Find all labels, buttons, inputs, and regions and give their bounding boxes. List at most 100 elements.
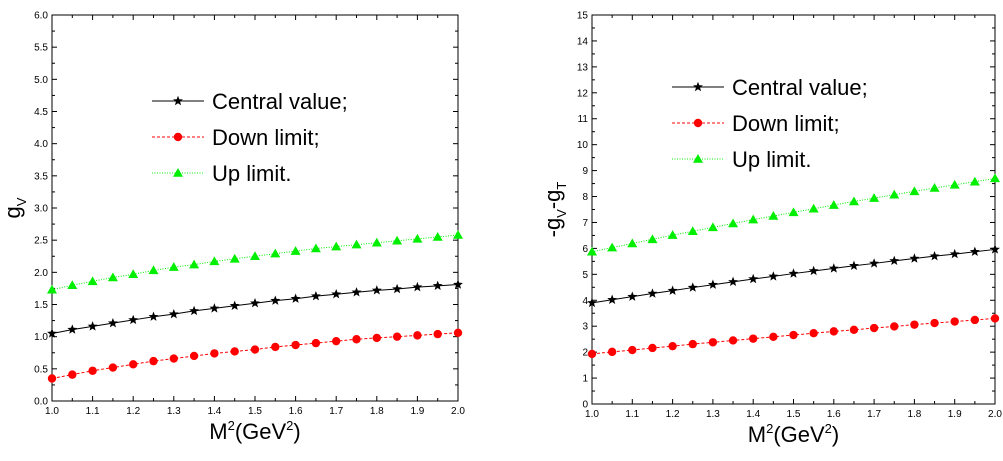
data-point bbox=[869, 258, 880, 268]
data-point bbox=[250, 345, 260, 354]
data-point bbox=[270, 248, 281, 258]
x-tick-label: 1.8 bbox=[907, 409, 921, 420]
data-point bbox=[371, 285, 382, 295]
y-tick-label: 1.5 bbox=[34, 300, 48, 311]
y-tick-label: 4.0 bbox=[34, 139, 48, 150]
plot-frame bbox=[51, 14, 459, 402]
data-point bbox=[929, 182, 940, 192]
data-point bbox=[149, 356, 158, 366]
y-tick-label: 0.0 bbox=[34, 397, 48, 408]
y-tick-label: 15 bbox=[577, 11, 589, 22]
x-title-part: (GeV bbox=[773, 422, 825, 447]
data-point bbox=[909, 186, 920, 196]
x-title-sup: 2 bbox=[825, 421, 832, 436]
data-point bbox=[627, 291, 638, 301]
data-point bbox=[432, 231, 443, 241]
data-point bbox=[687, 226, 698, 236]
data-point bbox=[230, 347, 239, 356]
data-point bbox=[587, 246, 597, 256]
series-circle bbox=[587, 314, 1000, 359]
data-point bbox=[148, 311, 159, 321]
data-point bbox=[648, 343, 657, 353]
data-point bbox=[432, 280, 443, 291]
x-tick-label: 1.4 bbox=[207, 406, 221, 417]
data-point bbox=[331, 241, 342, 251]
data-point bbox=[67, 324, 78, 334]
legend-marker bbox=[693, 81, 703, 92]
data-point bbox=[667, 230, 678, 239]
data-point bbox=[949, 248, 960, 259]
data-point bbox=[628, 345, 637, 355]
x-tick-label: 1.0 bbox=[585, 409, 599, 420]
data-point bbox=[87, 276, 98, 286]
series-line bbox=[51, 284, 459, 334]
legend-label: Up limit. bbox=[212, 161, 291, 186]
data-point bbox=[168, 308, 179, 319]
data-point bbox=[889, 189, 900, 199]
data-point bbox=[168, 262, 179, 271]
data-point bbox=[433, 329, 442, 339]
y-axis-title: -gV-gT bbox=[540, 182, 569, 238]
legend-label: Central value; bbox=[212, 89, 348, 114]
x-tick-label: 1.8 bbox=[370, 406, 384, 417]
data-point bbox=[47, 328, 57, 338]
y-tick-label: 1 bbox=[582, 374, 588, 385]
x-title-part: ) bbox=[832, 422, 839, 447]
data-point bbox=[788, 268, 799, 278]
y-tick-label: 3.0 bbox=[34, 204, 48, 215]
legend-marker bbox=[173, 168, 183, 177]
data-point bbox=[828, 200, 839, 209]
y-tick-label: 5 bbox=[582, 270, 588, 281]
x-tick-label: 1.5 bbox=[248, 406, 262, 417]
data-point bbox=[392, 332, 402, 341]
y-tick-label: 6.0 bbox=[34, 11, 48, 22]
series-triangle bbox=[47, 230, 463, 294]
x-tick-label: 1.7 bbox=[329, 406, 343, 417]
x-tick-label: 1.1 bbox=[625, 409, 639, 420]
data-point bbox=[271, 342, 280, 352]
y-tick-label: 6 bbox=[582, 244, 588, 255]
data-point bbox=[88, 366, 97, 375]
data-point bbox=[607, 294, 618, 304]
data-point bbox=[412, 233, 423, 243]
data-point bbox=[210, 349, 219, 358]
y-tick-label: 4.5 bbox=[34, 107, 48, 118]
data-point bbox=[372, 333, 381, 343]
data-point bbox=[809, 329, 818, 338]
data-point bbox=[728, 276, 738, 287]
data-point bbox=[453, 230, 463, 239]
data-point bbox=[209, 256, 220, 266]
data-point bbox=[189, 305, 200, 316]
chart-panel-2: 1.0 1.1 1.2 1.3 1.4 1.5 1.6 1.7 1.8 1.9 2.00123456… bbox=[540, 11, 1002, 448]
data-point bbox=[869, 193, 880, 202]
y-title-sub: V bbox=[554, 209, 569, 218]
data-point bbox=[453, 279, 463, 289]
data-point bbox=[209, 303, 220, 313]
x-title-sup: 2 bbox=[228, 418, 235, 433]
y-tick-label: 1.0 bbox=[34, 332, 48, 343]
y-tick-label: 14 bbox=[577, 36, 589, 47]
data-point bbox=[667, 285, 678, 295]
data-point bbox=[707, 279, 718, 289]
data-point bbox=[607, 347, 617, 357]
y-tick-label: 0 bbox=[582, 400, 588, 411]
legend-marker bbox=[173, 132, 183, 142]
data-point bbox=[128, 314, 139, 325]
x-tick-label: 1.1 bbox=[86, 406, 100, 417]
data-point bbox=[352, 335, 361, 344]
y-tick-label: 3 bbox=[582, 322, 588, 333]
y-tick-label: 4 bbox=[582, 296, 588, 307]
data-point bbox=[969, 246, 980, 256]
data-point bbox=[889, 255, 900, 266]
series-star bbox=[47, 279, 463, 338]
data-point bbox=[68, 370, 77, 379]
data-point bbox=[229, 253, 240, 263]
data-point bbox=[848, 196, 859, 206]
data-point bbox=[128, 269, 139, 279]
data-point bbox=[290, 246, 301, 255]
x-title-part: M bbox=[209, 419, 227, 444]
data-point bbox=[930, 318, 939, 328]
data-point bbox=[909, 253, 920, 263]
